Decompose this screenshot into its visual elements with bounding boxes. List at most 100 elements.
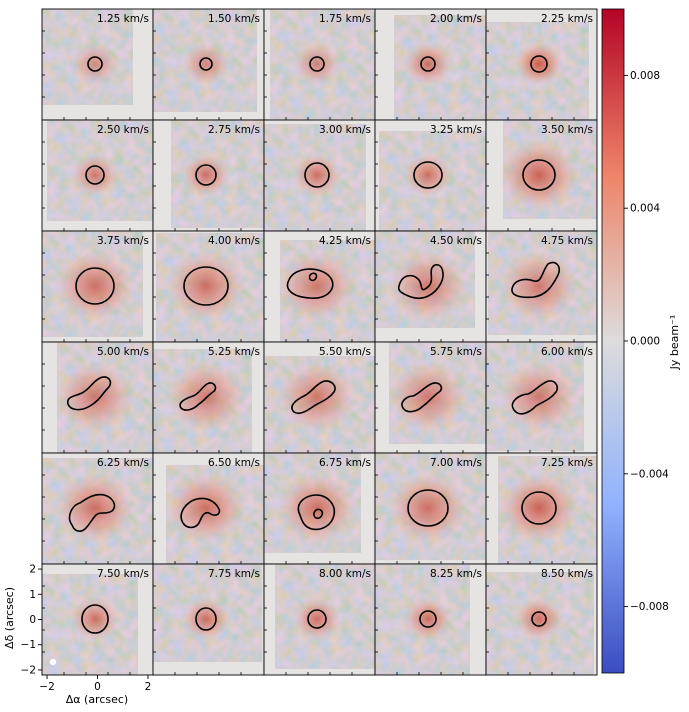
emission-blob <box>292 42 342 86</box>
channel-velocity-label: 5.50 km/s <box>319 346 371 358</box>
channel-velocity-label: 5.25 km/s <box>208 346 260 358</box>
channel-velocity-label: 7.00 km/s <box>430 457 482 469</box>
contour-line <box>87 56 103 72</box>
channel-panel: 1.25 km/s <box>41 8 154 121</box>
contour-line <box>511 380 559 415</box>
channel-panel: 1.75 km/s <box>263 8 376 121</box>
emission-blob <box>181 153 231 197</box>
channel-velocity-label: 1.75 km/s <box>319 13 371 25</box>
channel-image <box>264 120 375 231</box>
contour-line <box>286 268 334 299</box>
emission-blob <box>55 472 135 544</box>
channel-velocity-label: 1.50 km/s <box>208 13 260 25</box>
channel-panel: 6.50 km/s <box>152 452 265 565</box>
contour-line <box>511 261 561 299</box>
emission-blob <box>499 361 579 433</box>
channel-velocity-label: 4.50 km/s <box>430 235 482 247</box>
channel-panel: 2.50 km/s <box>41 119 154 232</box>
emission-blob <box>181 597 231 641</box>
contour-line <box>68 493 116 532</box>
channel-panel: 8.25 km/s <box>374 563 487 676</box>
colorbar: 0.008 0.004 0.000 −0.004 −0.008 Jy beam⁻¹ <box>601 8 681 674</box>
channel-image <box>375 120 486 231</box>
channel-image <box>264 9 375 120</box>
contour-line <box>183 266 229 306</box>
emission-blob <box>166 472 246 544</box>
channel-velocity-label: 5.75 km/s <box>430 346 482 358</box>
channel-image <box>153 9 264 120</box>
channel-velocity-label: 6.50 km/s <box>208 457 260 469</box>
channel-velocity-label: 2.75 km/s <box>208 124 260 136</box>
channel-panel: 2.75 km/s <box>152 119 265 232</box>
channel-panel: 2.00 km/s <box>374 8 487 121</box>
panel-grid: 1.25 km/s 1.50 km/s 1.75 km/s 2.00 km/s 2.25… <box>21 8 598 693</box>
channel-panel: 6.75 km/s <box>263 452 376 565</box>
y-tick-label: −2 <box>21 664 36 676</box>
channel-panel: 3.25 km/s <box>374 119 487 232</box>
contour-line <box>420 56 436 72</box>
channel-panel: 7.25 km/s <box>485 452 598 565</box>
channel-image <box>42 564 153 675</box>
contour-line <box>66 376 112 411</box>
emission-blob <box>292 153 342 197</box>
channel-image <box>153 231 264 342</box>
emission-blob <box>55 250 135 322</box>
channel-image <box>375 9 486 120</box>
contour-line <box>85 165 105 185</box>
y-tick-label: 1 <box>29 589 36 601</box>
contour-line <box>199 57 213 71</box>
emission-blob <box>277 361 357 433</box>
channel-velocity-label: 7.50 km/s <box>97 568 149 580</box>
channel-panel: 4.25 km/s <box>263 230 376 343</box>
channel-panel: 8.50 km/s <box>485 563 598 676</box>
channel-image <box>42 342 153 453</box>
channel-panel: 5.50 km/s <box>263 341 376 454</box>
channel-image <box>375 231 486 342</box>
colorbar-tick-label: 0.004 <box>630 203 660 215</box>
channel-velocity-label: 8.00 km/s <box>319 568 371 580</box>
channel-velocity-label: 3.00 km/s <box>319 124 371 136</box>
emission-blob <box>181 42 231 86</box>
channel-panel: 7.50 km/s <box>41 563 154 676</box>
beam-marker <box>49 658 57 666</box>
contour-line <box>413 161 443 189</box>
channel-velocity-label: 6.25 km/s <box>97 457 149 469</box>
emission-blob <box>403 42 453 86</box>
contour-line <box>179 382 217 411</box>
y-tick-label: 2 <box>29 564 36 576</box>
channel-image <box>264 453 375 564</box>
channel-panel: 8.00 km/s <box>263 563 376 676</box>
channel-velocity-label: 1.25 km/s <box>97 13 149 25</box>
channel-panel: 3.00 km/s <box>263 119 376 232</box>
contour-line <box>419 610 437 628</box>
channel-panel: 4.75 km/s <box>485 230 598 343</box>
contour-line <box>195 607 217 631</box>
channel-image <box>153 120 264 231</box>
channel-panel: 5.00 km/s <box>41 341 154 454</box>
emission-blob <box>70 42 120 86</box>
channel-image <box>42 231 153 342</box>
channel-panel: 1.50 km/s <box>152 8 265 121</box>
contour-line <box>531 611 547 627</box>
x-tick-label: 2 <box>145 681 152 693</box>
channel-velocity-label: 8.50 km/s <box>541 568 593 580</box>
contour-line <box>309 56 325 72</box>
channel-image <box>486 9 597 120</box>
channel-panel: 4.50 km/s <box>374 230 487 343</box>
contour-line <box>291 380 336 415</box>
colorbar-tick-label: −0.008 <box>630 601 669 613</box>
channel-velocity-label: 2.25 km/s <box>541 13 593 25</box>
emission-blob <box>388 472 468 544</box>
emission-blob <box>514 42 564 86</box>
channel-panel: 5.25 km/s <box>152 341 265 454</box>
channel-image <box>375 342 486 453</box>
channel-panel: 5.75 km/s <box>374 341 487 454</box>
contour-line <box>195 164 217 186</box>
channel-image <box>153 453 264 564</box>
y-tick-label: −1 <box>21 639 36 651</box>
channel-velocity-label: 6.00 km/s <box>541 346 593 358</box>
channel-velocity-label: 3.50 km/s <box>541 124 593 136</box>
colorbar-tick-label: 0.008 <box>630 70 660 82</box>
contour-line <box>304 162 330 188</box>
axis-labels: Δα (arcsec) Δδ (arcsec) <box>3 587 128 706</box>
